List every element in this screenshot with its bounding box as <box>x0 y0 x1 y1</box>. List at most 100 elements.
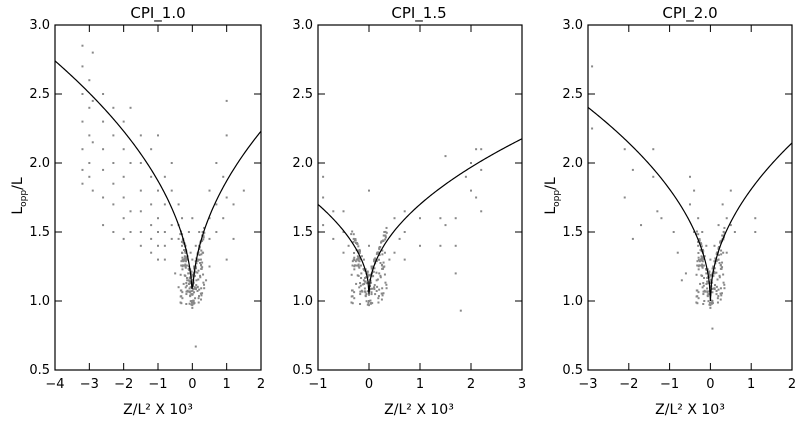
data-point <box>722 281 725 284</box>
data-point <box>185 302 188 305</box>
data-point <box>631 237 634 240</box>
data-point <box>725 217 728 220</box>
data-point <box>368 244 370 247</box>
data-point <box>191 306 194 309</box>
data-point <box>185 258 188 261</box>
data-point <box>700 259 703 262</box>
data-point <box>711 302 714 305</box>
data-point <box>697 265 700 268</box>
data-point <box>384 238 387 241</box>
x-axis-title: Z/L² X 10³ <box>655 402 725 418</box>
data-point <box>184 263 187 266</box>
panel-title: CPI_1.5 <box>391 4 446 23</box>
data-point <box>188 302 191 305</box>
data-point <box>91 141 94 144</box>
data-point <box>696 260 699 263</box>
data-point <box>380 240 383 243</box>
data-point <box>187 282 190 285</box>
data-point <box>102 196 105 199</box>
data-point <box>729 224 732 227</box>
data-point <box>419 244 421 247</box>
data-point <box>342 210 345 213</box>
data-point <box>384 230 387 233</box>
data-point <box>81 182 84 185</box>
data-point <box>189 294 192 297</box>
data-point <box>725 251 728 254</box>
data-point <box>721 203 724 206</box>
data-point <box>202 236 205 239</box>
data-point <box>378 272 381 275</box>
data-point <box>356 258 359 261</box>
data-point <box>184 266 187 269</box>
data-point <box>356 274 359 277</box>
x-tick-label: 0 <box>188 377 196 392</box>
data-point <box>719 298 722 301</box>
data-point <box>185 276 188 279</box>
data-point <box>225 99 228 102</box>
data-point <box>353 258 356 261</box>
data-point <box>195 262 198 265</box>
data-point <box>729 189 732 192</box>
data-point <box>201 240 204 243</box>
data-point <box>364 294 367 297</box>
data-point <box>194 244 197 247</box>
data-point <box>697 297 700 300</box>
data-point <box>184 265 187 268</box>
data-point <box>198 295 201 298</box>
data-point <box>180 289 183 292</box>
data-point <box>709 286 712 289</box>
data-point <box>208 189 211 192</box>
data-point <box>439 244 442 247</box>
data-point <box>357 259 360 262</box>
data-point <box>357 245 360 248</box>
data-point <box>177 237 180 240</box>
data-point <box>393 251 396 254</box>
data-point <box>715 293 718 296</box>
data-point <box>366 290 369 293</box>
panel-title: CPI_1.0 <box>130 4 185 23</box>
data-point <box>713 270 716 273</box>
data-point <box>702 282 705 285</box>
data-point <box>697 233 700 236</box>
data-point <box>714 257 717 260</box>
data-point <box>122 196 125 199</box>
data-point <box>139 162 142 164</box>
data-point <box>382 234 385 237</box>
data-point <box>720 249 723 252</box>
data-point <box>697 258 700 261</box>
data-point <box>358 286 361 289</box>
data-point <box>200 253 203 256</box>
data-point <box>180 240 183 243</box>
data-point <box>623 196 626 199</box>
data-point <box>194 345 197 348</box>
data-point <box>351 260 354 263</box>
data-point <box>454 272 457 275</box>
data-point <box>709 274 712 277</box>
data-point <box>112 134 115 137</box>
data-point <box>81 168 84 171</box>
data-point <box>369 302 372 305</box>
data-point <box>129 106 132 109</box>
data-point <box>368 281 371 284</box>
data-point <box>190 272 193 275</box>
data-point <box>122 237 125 240</box>
data-point <box>376 251 379 254</box>
data-point <box>358 266 361 269</box>
data-point <box>215 231 218 233</box>
data-point <box>710 302 713 305</box>
data-point <box>157 231 159 233</box>
data-point <box>88 162 91 164</box>
data-point <box>403 258 406 261</box>
data-point <box>187 272 190 275</box>
data-point <box>122 120 125 123</box>
data-point <box>382 266 385 269</box>
data-point <box>722 273 725 276</box>
data-point <box>181 258 184 261</box>
data-point <box>179 273 182 276</box>
data-point <box>703 276 706 279</box>
data-point <box>385 283 388 286</box>
data-point <box>350 301 353 304</box>
data-point <box>697 217 700 220</box>
data-point <box>701 231 704 233</box>
data-point <box>191 289 194 292</box>
